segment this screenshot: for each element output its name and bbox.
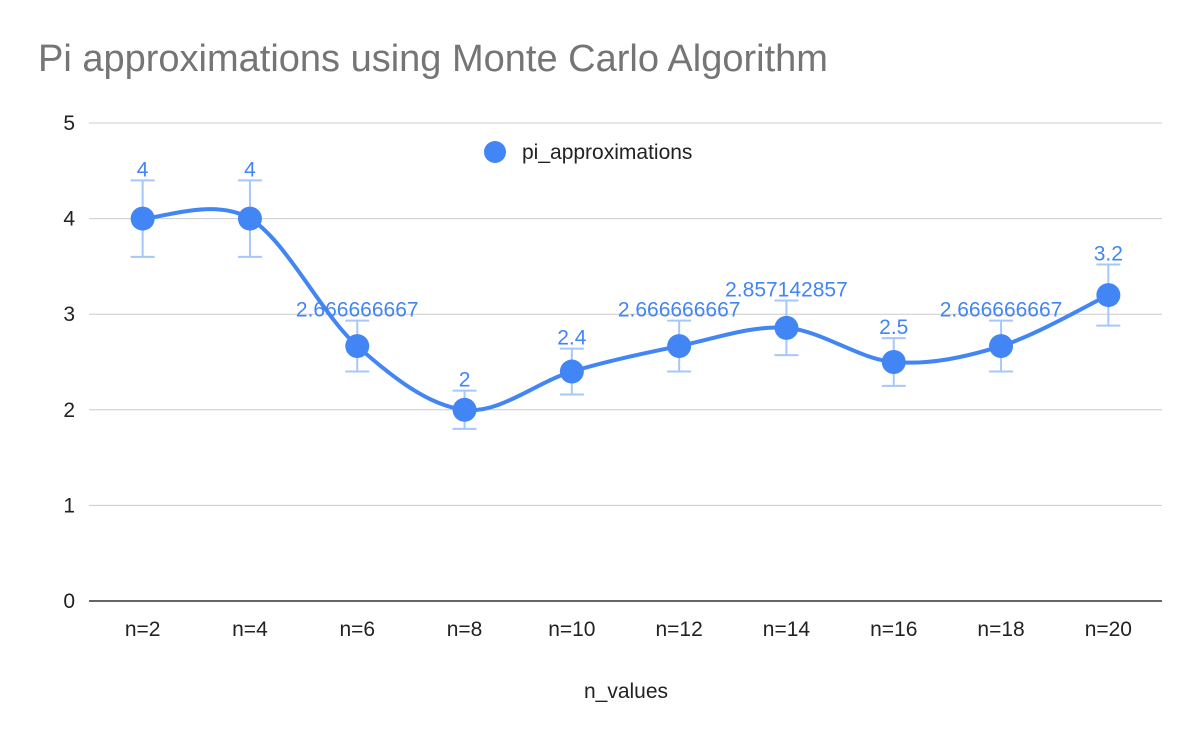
- data-label: 2.857142857: [725, 279, 848, 302]
- data-label: 2.666666667: [940, 299, 1063, 322]
- data-point: [345, 334, 370, 359]
- data-point: [774, 315, 799, 340]
- y-axis-ticks: 0 1 2 3 4 5: [63, 112, 75, 613]
- x-tick-label: n=16: [870, 618, 917, 641]
- data-label: 2: [459, 369, 471, 392]
- data-label: 3.2: [1094, 242, 1123, 265]
- chart-title: Pi approximations using Monte Carlo Algo…: [38, 38, 828, 80]
- data-label: 2.666666667: [618, 299, 741, 322]
- data-point: [452, 397, 477, 422]
- data-point: [989, 334, 1014, 359]
- x-axis-title: n_values: [584, 680, 668, 703]
- x-axis-ticks: n=2 n=4 n=6 n=8 n=10 n=12 n=14 n=16 n=18 n=20: [125, 618, 1132, 641]
- x-tick-label: n=20: [1085, 618, 1132, 641]
- data-point: [559, 359, 584, 384]
- data-label: 4: [244, 158, 256, 181]
- gridlines: [89, 122, 1162, 602]
- legend-marker: [484, 141, 506, 163]
- data-point: [237, 206, 262, 231]
- data-labels: 4 42.66666666722.42.6666666672.8571428572…: [137, 158, 1123, 391]
- data-label: 2.666666667: [296, 299, 419, 322]
- data-point: [1096, 283, 1121, 308]
- series-line-pi-approximations: [142, 207, 1110, 413]
- data-point: [881, 350, 906, 374]
- x-tick-label: n=18: [977, 618, 1024, 641]
- x-tick-label: n=14: [763, 618, 811, 641]
- x-tick-label: n=8: [447, 618, 483, 641]
- y-tick-label: 3: [63, 303, 75, 326]
- data-label: 4: [137, 158, 149, 181]
- legend: pi_approximations: [484, 141, 692, 164]
- y-tick-label: 2: [63, 399, 75, 422]
- data-point: [130, 206, 155, 231]
- y-tick-label: 1: [63, 494, 75, 517]
- legend-label: pi_approximations: [522, 141, 692, 164]
- y-tick-label: 0: [63, 590, 75, 613]
- data-label: 2.4: [557, 327, 587, 350]
- y-tick-label: 5: [63, 112, 75, 135]
- x-tick-label: n=10: [548, 618, 595, 641]
- data-label: 2.5: [879, 316, 908, 339]
- x-tick-label: n=6: [339, 618, 375, 641]
- data-points: [130, 206, 1121, 422]
- y-tick-label: 4: [63, 208, 75, 231]
- x-tick-label: n=12: [655, 618, 702, 641]
- x-tick-label: n=4: [232, 618, 268, 641]
- data-point: [667, 334, 692, 359]
- x-tick-label: n=2: [125, 618, 161, 641]
